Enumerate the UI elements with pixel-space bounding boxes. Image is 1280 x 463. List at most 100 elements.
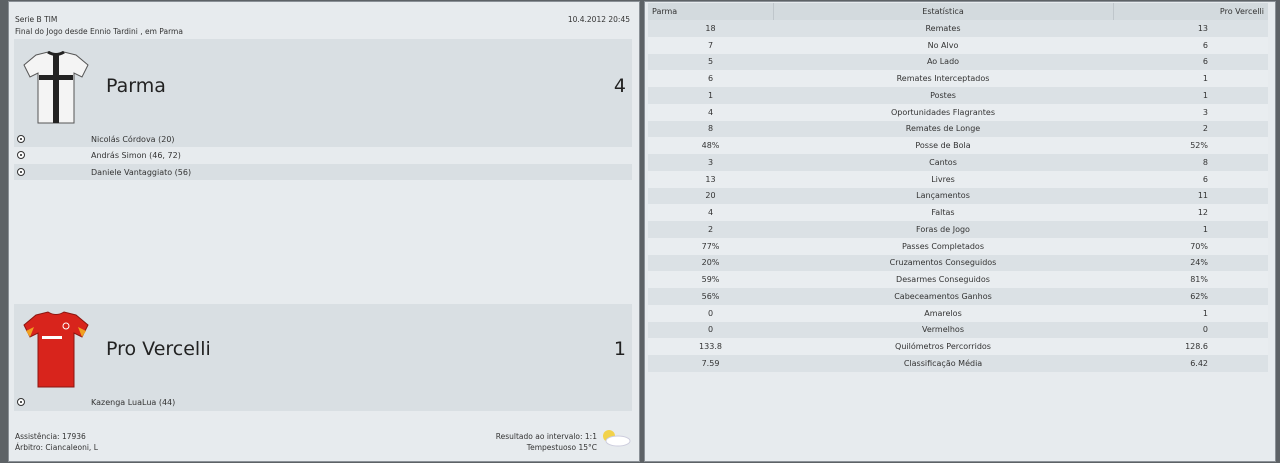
stats-row: 7.59 Classificação Média 6.42 <box>648 355 1268 372</box>
stat-name: Remates de Longe <box>773 120 1113 138</box>
home-value: 7 <box>648 36 773 54</box>
venue-line: Final do Jogo desde Ennio Tardini , em P… <box>15 27 183 36</box>
stats-row: 48% Posse de Bola 52% <box>648 137 1268 154</box>
stat-name: Posse de Bola <box>773 137 1113 154</box>
stats-row: 7 No Alvo 6 <box>648 36 1268 54</box>
away-value: 6 <box>1113 36 1268 54</box>
home-score: 4 <box>613 75 626 97</box>
away-value: 1 <box>1113 87 1268 104</box>
goal-row: Kazenga LuaLua (44) <box>14 394 632 410</box>
home-team-name[interactable]: Parma <box>106 75 166 97</box>
home-value: 20 <box>648 187 773 205</box>
home-value: 5 <box>648 53 773 71</box>
stat-name: Vermelhos <box>773 321 1113 339</box>
stat-name: Remates <box>773 20 1113 37</box>
stat-name: Remates Interceptados <box>773 70 1113 87</box>
home-shirt-icon <box>23 51 89 124</box>
home-value: 2 <box>648 221 773 238</box>
match-summary-panel: Serie B TIM 10.4.2012 20:45 Final do Jog… <box>8 1 640 462</box>
stat-name: No Alvo <box>773 36 1113 54</box>
scorer-name[interactable]: Kazenga LuaLua (44) <box>91 397 176 407</box>
stat-name: Postes <box>773 87 1113 104</box>
stats-row: 5 Ao Lado 6 <box>648 53 1268 71</box>
away-shirt-icon <box>23 311 89 388</box>
stat-name: Foras de Jogo <box>773 221 1113 238</box>
home-value: 133.8 <box>648 338 773 355</box>
stat-name: Cruzamentos Conseguidos <box>773 254 1113 272</box>
stats-row: 59% Desarmes Conseguidos 81% <box>648 271 1268 288</box>
stats-row: 0 Amarelos 1 <box>648 304 1268 322</box>
away-value: 8 <box>1113 154 1268 171</box>
stat-name: Faltas <box>773 204 1113 221</box>
away-value: 13 <box>1113 20 1268 37</box>
away-value: 0 <box>1113 321 1268 339</box>
stat-name: Ao Lado <box>773 53 1113 71</box>
away-value: 11 <box>1113 187 1268 205</box>
header-away[interactable]: Pro Vercelli <box>1113 3 1268 20</box>
header-home[interactable]: Parma <box>648 3 774 20</box>
ball-icon <box>17 168 25 176</box>
away-score: 1 <box>613 338 626 360</box>
stats-row: 20% Cruzamentos Conseguidos 24% <box>648 254 1268 272</box>
stats-row: 56% Cabeceamentos Ganhos 62% <box>648 288 1268 305</box>
home-value: 18 <box>648 20 773 37</box>
away-value: 1 <box>1113 304 1268 322</box>
attendance: Assistência: 17936 <box>15 432 86 441</box>
stat-name: Classificação Média <box>773 355 1113 372</box>
stat-name: Cabeceamentos Ganhos <box>773 288 1113 305</box>
match-stats-panel: Parma Estatística Pro Vercelli 18 Remates… <box>644 1 1276 462</box>
stats-row: 77% Passes Completados 70% <box>648 237 1268 255</box>
away-value: 24% <box>1113 254 1268 272</box>
home-value: 56% <box>648 288 773 305</box>
home-value: 7.59 <box>648 355 773 372</box>
stats-row: 1 Postes 1 <box>648 87 1268 104</box>
ball-icon <box>17 398 25 406</box>
home-value: 3 <box>648 154 773 171</box>
home-value: 0 <box>648 321 773 339</box>
home-value: 13 <box>648 170 773 188</box>
stat-name: Livres <box>773 170 1113 188</box>
stat-name: Passes Completados <box>773 237 1113 255</box>
header-stat[interactable]: Estatística <box>773 3 1114 20</box>
scorer-name[interactable]: András Simon (46, 72) <box>91 150 181 160</box>
stats-row: 0 Vermelhos 0 <box>648 321 1268 339</box>
home-value: 77% <box>648 237 773 255</box>
away-value: 70% <box>1113 237 1268 255</box>
stat-name: Desarmes Conseguidos <box>773 271 1113 288</box>
home-team-block: Parma 4 <box>14 39 632 131</box>
away-value: 62% <box>1113 288 1268 305</box>
goal-row: András Simon (46, 72) <box>14 147 632 163</box>
home-value: 59% <box>648 271 773 288</box>
stats-row: 18 Remates 13 <box>648 20 1268 37</box>
goal-row: Daniele Vantaggiato (56) <box>14 164 632 180</box>
stats-header: Parma Estatística Pro Vercelli <box>648 3 1268 20</box>
away-team-name[interactable]: Pro Vercelli <box>106 338 211 360</box>
stats-row: 4 Oportunidades Flagrantes 3 <box>648 103 1268 121</box>
weather: Tempestuoso 15°C <box>526 443 597 452</box>
stats-row: 6 Remates Interceptados 1 <box>648 70 1268 87</box>
away-value: 1 <box>1113 70 1268 87</box>
goal-row: Nicolás Córdova (20) <box>14 131 632 147</box>
match-datetime: 10.4.2012 20:45 <box>567 15 630 24</box>
home-value: 4 <box>648 204 773 221</box>
ball-icon <box>17 151 25 159</box>
away-value: 2 <box>1113 120 1268 138</box>
scorer-name[interactable]: Daniele Vantaggiato (56) <box>91 167 192 177</box>
stats-row: 13 Livres 6 <box>648 170 1268 188</box>
referee: Árbitro: Ciancaleoni, L <box>15 443 98 452</box>
away-value: 81% <box>1113 271 1268 288</box>
away-value: 1 <box>1113 221 1268 238</box>
scorer-name[interactable]: Nicolás Córdova (20) <box>91 134 175 144</box>
stat-name: Amarelos <box>773 304 1113 322</box>
home-value: 4 <box>648 103 773 121</box>
stat-name: Cantos <box>773 154 1113 171</box>
stats-row: 3 Cantos 8 <box>648 154 1268 171</box>
stat-name: Quilómetros Percorridos <box>773 338 1113 355</box>
stats-row: 20 Lançamentos 11 <box>648 187 1268 205</box>
away-value: 12 <box>1113 204 1268 221</box>
home-value: 1 <box>648 87 773 104</box>
weather-cloud-sun-icon <box>603 430 631 447</box>
away-value: 6.42 <box>1113 355 1268 372</box>
home-value: 6 <box>648 70 773 87</box>
home-value: 0 <box>648 304 773 322</box>
